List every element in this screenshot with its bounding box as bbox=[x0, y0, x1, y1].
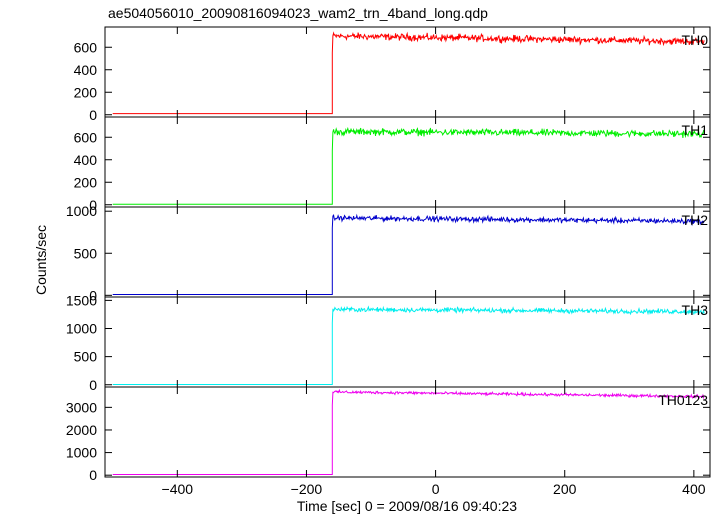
y-tick-label: 2000 bbox=[66, 422, 97, 438]
panel-frame-th1 bbox=[104, 116, 711, 208]
y-tick-label: 0 bbox=[89, 197, 97, 213]
x-tick-label: 400 bbox=[682, 481, 706, 497]
chart-title: ae504056010_20090816094023_wam2_trn_4ban… bbox=[108, 5, 488, 21]
y-tick-label: 500 bbox=[74, 245, 98, 261]
y-tick-label: 0 bbox=[89, 287, 97, 303]
y-tick-label: 0 bbox=[89, 377, 97, 393]
y-tick-label: 1000 bbox=[66, 445, 97, 461]
y-tick-label: 1500 bbox=[66, 292, 97, 308]
y-tick-label: 1000 bbox=[66, 321, 97, 337]
series-line-th3 bbox=[112, 305, 705, 385]
legend-th0123: TH0123 bbox=[658, 392, 708, 408]
y-tick-label: 1000 bbox=[66, 203, 97, 219]
y-tick-label: 200 bbox=[74, 174, 98, 190]
y-tick-label: 500 bbox=[74, 349, 98, 365]
y-tick-label: 600 bbox=[74, 129, 98, 145]
y-tick-label: 400 bbox=[74, 152, 98, 168]
y-tick-label: 0 bbox=[89, 107, 97, 123]
x-tick-label: 200 bbox=[553, 481, 577, 497]
series-line-th2 bbox=[112, 213, 705, 295]
panels-group: 0 200 400 600 TH0 0 200 400 600 TH1 0 500 1000 TH2 0 50… bbox=[66, 26, 711, 497]
y-tick-label: 400 bbox=[74, 62, 98, 78]
y-tick-label: 0 bbox=[89, 467, 97, 483]
y-tick-label: 3000 bbox=[66, 399, 97, 415]
y-tick-label: 600 bbox=[74, 39, 98, 55]
panel-frame-th3 bbox=[104, 296, 711, 388]
x-tick-label: −200 bbox=[291, 481, 323, 497]
panel-frame-th0123 bbox=[104, 386, 711, 478]
legend-th3: TH3 bbox=[682, 302, 709, 318]
legend-th0: TH0 bbox=[682, 32, 709, 48]
y-tick-label: 200 bbox=[74, 84, 98, 100]
series-line-th1 bbox=[112, 126, 705, 205]
y-axis-label: Counts/sec bbox=[33, 225, 49, 295]
series-line-th0123 bbox=[112, 388, 705, 475]
x-tick-label: −400 bbox=[162, 481, 194, 497]
x-tick-label: 0 bbox=[432, 481, 440, 497]
x-axis-label: Time [sec] 0 = 2009/08/16 09:40:23 bbox=[297, 498, 517, 514]
series-line-th0 bbox=[112, 31, 705, 115]
legend-th2: TH2 bbox=[682, 212, 709, 228]
legend-th1: TH1 bbox=[682, 122, 709, 138]
